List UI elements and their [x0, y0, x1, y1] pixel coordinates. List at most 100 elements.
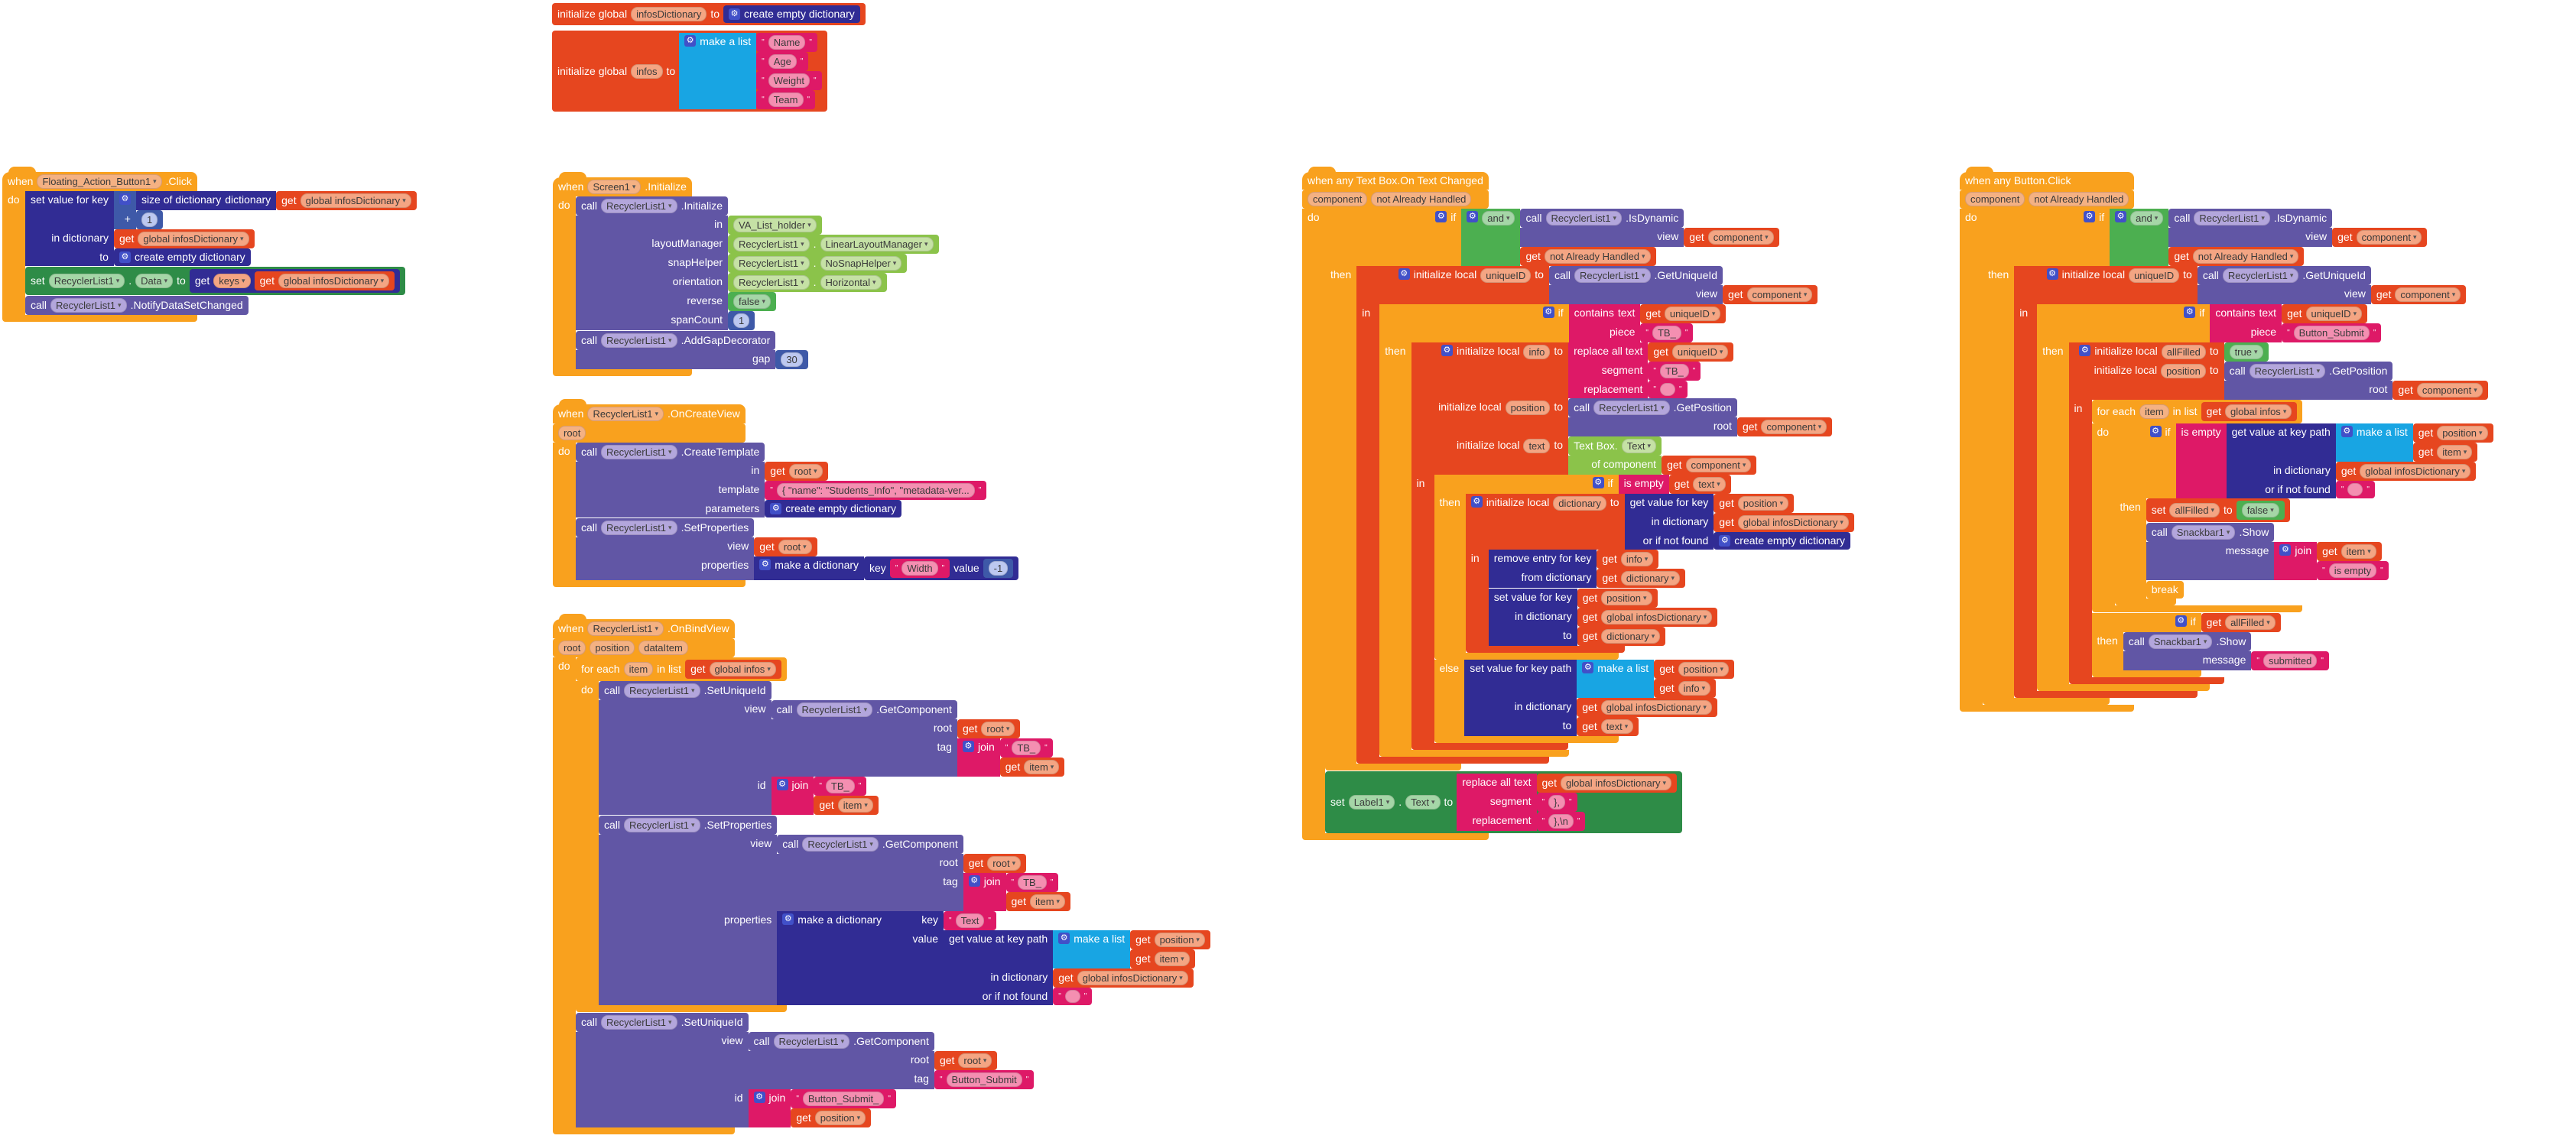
text-field[interactable]: -1 [988, 561, 1009, 576]
block-var[interactable]: get uniqueID ▾ [2282, 304, 2368, 323]
mutator-gear-icon[interactable]: ⚙ [1542, 307, 1554, 318]
block-stack-when-any-button-click[interactable]: when any Button.Click component not Alread… [1960, 167, 2493, 712]
text-field[interactable]: not Already Handled [2029, 192, 2129, 206]
block-call[interactable]: call RecyclerList1 ▾ .GetComponent root get ro… [777, 835, 1071, 911]
mutator-gear-icon[interactable]: ⚙ [2184, 307, 2196, 318]
mutator-gear-icon[interactable]: ⚙ [1398, 268, 1410, 280]
block-dict[interactable]: set value for key ⚙ size of dictionary dict… [25, 191, 417, 266]
block-stack-when-screen1-initialize[interactable]: when Screen1 ▾ .Initialize do call RecyclerLis… [553, 172, 939, 376]
dropdown-field[interactable]: item ▾ [837, 798, 873, 813]
string-field[interactable]: Button_Submit [2293, 326, 2370, 340]
string-field[interactable]: TB_ [1018, 875, 1047, 890]
dropdown-field[interactable]: item ▾ [2437, 445, 2473, 459]
block-var[interactable]: get text ▾ [1668, 475, 1731, 494]
block-ctl[interactable]: for each item in list get global infos ▾ do cal… [576, 657, 1210, 1012]
dropdown-field[interactable]: RecyclerList1 ▾ [733, 237, 810, 251]
block-call[interactable]: call RecyclerList1 ▾ .GetComponent root get ro… [748, 1032, 1035, 1089]
dropdown-field[interactable]: Snackbar1 ▾ [2171, 525, 2236, 540]
block-call[interactable]: call RecyclerList1 ▾ .SetUniqueId view call Re… [576, 1013, 1035, 1127]
block-call[interactable]: call RecyclerList1 ▾ .SetProperties view call… [599, 816, 1210, 1005]
block-call[interactable]: call Snackbar1 ▾ .Show message " submitted " [2123, 632, 2329, 670]
block-var[interactable]: get uniqueID ▾ [1640, 304, 1727, 323]
mutator-gear-icon[interactable]: ⚙ [2175, 615, 2187, 627]
text-field[interactable]: 1 [733, 313, 750, 328]
dropdown-field[interactable]: position ▾ [1737, 496, 1789, 511]
mutator-gear-icon[interactable]: ⚙ [2149, 426, 2162, 437]
block-text[interactable]: " " [1053, 988, 1093, 1005]
dropdown-field[interactable]: component ▾ [2416, 383, 2483, 397]
block-ctl[interactable]: when Screen1 ▾ .Initialize do call RecyclerLis… [553, 172, 939, 376]
dropdown-field[interactable]: item ▾ [1024, 760, 1060, 774]
string-field[interactable]: Weight [768, 73, 810, 88]
dropdown-field[interactable]: component ▾ [1707, 230, 1774, 245]
dropdown-field[interactable]: RecyclerList1 ▾ [601, 199, 677, 213]
block-text[interactable]: is empty get value at key path ⚙ make a lis… [2175, 423, 2493, 498]
block-var[interactable]: get position ▾ [1130, 930, 1210, 949]
block-ctl[interactable]: ⚙ if is empty get text ▾ then ⚙ initialize local… [1434, 475, 1854, 743]
text-field[interactable]: position [590, 641, 635, 655]
dropdown-field[interactable]: dictionary ▾ [1601, 629, 1661, 644]
string-field[interactable]: TB_ [1659, 364, 1689, 378]
block-var[interactable]: get root ▾ [934, 1051, 998, 1070]
block-math[interactable]: 1 [728, 311, 755, 330]
block-call[interactable]: call RecyclerList1 ▾ .NotifyDataSetChanged [25, 296, 249, 315]
dropdown-field[interactable]: component ▾ [1685, 458, 1752, 472]
block-ctl[interactable]: when Floating_Action_Button1 ▾ .Click do set … [2, 167, 417, 322]
string-field[interactable]: Width [901, 561, 938, 576]
block-dict[interactable]: size of dictionary dictionary get global in… [135, 191, 417, 210]
string-field[interactable] [1659, 383, 1675, 396]
mutator-gear-icon[interactable]: ⚙ [2340, 426, 2353, 437]
block-dict[interactable]: set value for key path ⚙ make a list get pos… [1464, 660, 1734, 736]
block-var[interactable]: get position ▾ [2412, 423, 2493, 443]
block-var[interactable]: ⚙ initialize local dictionary to get value f… [1465, 494, 1854, 653]
block-ctl[interactable]: for each item in list get global infos ▾ do ⚙ if… [2091, 400, 2493, 612]
dropdown-field[interactable]: Data ▾ [135, 274, 174, 288]
block-var[interactable]: get component ▾ [1723, 285, 1818, 304]
dropdown-field[interactable]: global infosDictionary ▾ [1737, 515, 1849, 530]
block-var[interactable]: get global infosDictionary ▾ [1577, 698, 1717, 717]
block-ctl[interactable]: when any Text Box.On Text Changed compone… [1302, 167, 1854, 840]
dropdown-field[interactable]: text ▾ [1600, 719, 1634, 734]
block-dict[interactable]: get keys ▾ get global infosDictionary ▾ [189, 269, 401, 293]
string-field[interactable]: Name [768, 35, 806, 50]
block-ctl[interactable]: ⚙ if contains text get uniqueID ▾ piece " TB_ " the… [1379, 304, 1854, 757]
dropdown-field[interactable]: Floating_Action_Button1 ▾ [37, 174, 162, 189]
dropdown-field[interactable]: NoSnapHelper ▾ [820, 256, 902, 271]
dropdown-field[interactable]: not Already Handled ▾ [1544, 249, 1651, 264]
mutator-gear-icon[interactable]: ⚙ [770, 503, 782, 514]
block-text[interactable]: ⚙ join " TB_ " get item ▾ [771, 777, 879, 815]
block-var[interactable]: get item ▾ [1130, 949, 1195, 968]
block-dict[interactable]: get value at key path ⚙ make a list get posi… [2226, 423, 2493, 498]
string-field[interactable]: Text [955, 913, 985, 928]
dropdown-field[interactable]: RecyclerList1 ▾ [601, 333, 677, 348]
block-text[interactable]: " " [2335, 481, 2375, 498]
mutator-gear-icon[interactable]: ⚙ [684, 35, 697, 47]
text-field[interactable]: root [558, 641, 586, 655]
block-var[interactable]: get item ▾ [2412, 443, 2478, 462]
block-ctl[interactable]: when RecyclerList1 ▾ .OnBindView root positio… [553, 614, 1210, 1134]
string-field[interactable]: is empty [2328, 563, 2377, 578]
block-call[interactable]: call RecyclerList1 ▾ .GetPosition root get com… [2224, 362, 2488, 400]
dropdown-field[interactable]: info ▾ [1620, 552, 1654, 566]
string-field[interactable]: TB_ [1012, 741, 1041, 755]
mutator-gear-icon[interactable]: ⚙ [1582, 662, 1594, 673]
mutator-gear-icon[interactable]: ⚙ [753, 1092, 765, 1103]
block-text[interactable]: contains text get uniqueID ▾ piece " Button_Sub… [2210, 304, 2382, 342]
dropdown-field[interactable]: RecyclerList1 ▾ [601, 445, 677, 459]
block-call[interactable]: call Snackbar1 ▾ .Show message ⚙ join get item ▾ "… [2146, 523, 2389, 580]
dropdown-field[interactable]: global infosDictionary ▾ [278, 274, 390, 288]
dropdown-field[interactable]: text ▾ [1693, 477, 1726, 492]
dropdown-field[interactable]: uniqueID ▾ [2305, 307, 2363, 321]
block-dict[interactable]: ⚙ create empty dictionary [765, 500, 902, 517]
dropdown-field[interactable]: global infosDictionary ▾ [1077, 971, 1188, 985]
block-var[interactable]: get root ▾ [957, 719, 1021, 738]
dropdown-field[interactable]: root ▾ [778, 540, 812, 554]
block-var[interactable]: get global infosDictionary ▾ [276, 191, 417, 210]
dropdown-field[interactable]: Screen1 ▾ [587, 180, 642, 194]
block-call[interactable]: call RecyclerList1 ▾ .SetUniqueId view call Re… [599, 681, 1065, 815]
block-var[interactable]: get global infosDictionary ▾ [113, 229, 255, 248]
dropdown-field[interactable]: global infosDictionary ▾ [2360, 464, 2471, 479]
block-math[interactable]: ⚙ size of dictionary dictionary get global i… [113, 191, 417, 229]
block-var[interactable]: get position ▾ [1577, 589, 1658, 608]
block-prop[interactable]: RecyclerList1 ▾. NoSnapHelper ▾ [728, 254, 908, 273]
